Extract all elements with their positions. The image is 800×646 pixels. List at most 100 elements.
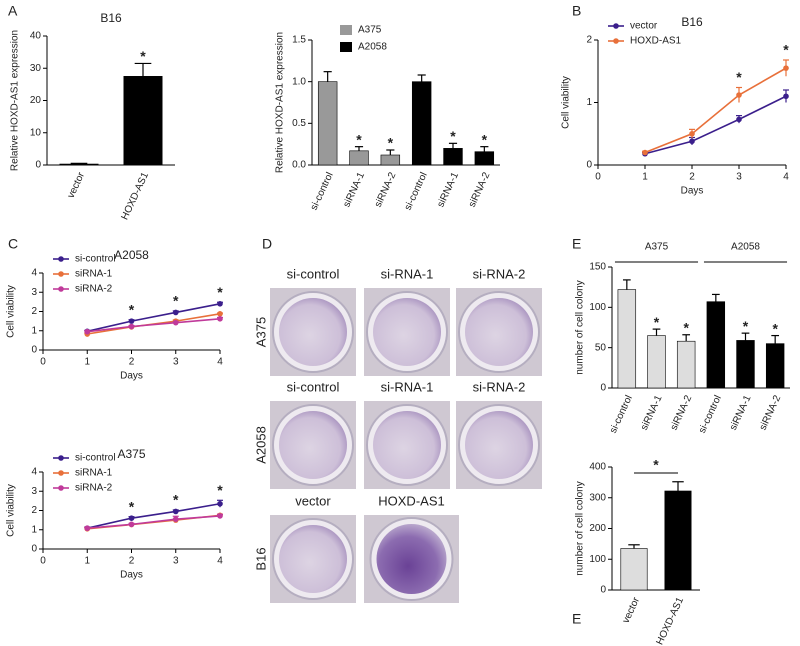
bar <box>59 163 99 166</box>
column-header: si-RNA-1 <box>381 379 434 394</box>
y-axis-label: Cell viability <box>6 285 17 338</box>
bar <box>736 340 755 389</box>
significance: * <box>772 320 778 336</box>
y-tick-label: 0 <box>600 585 606 596</box>
point <box>128 521 135 528</box>
column-header: HOXD-AS1 <box>378 493 444 508</box>
x-tick-label: 0 <box>40 556 46 567</box>
x-tick-label: 1 <box>84 556 90 567</box>
bar <box>123 76 163 166</box>
significance: * <box>217 482 223 498</box>
legend-label: HOXD-AS1 <box>630 36 682 47</box>
point <box>217 513 223 519</box>
point <box>172 516 179 522</box>
point <box>84 525 91 532</box>
point <box>128 515 135 521</box>
well <box>465 298 533 366</box>
row-label: A2058 <box>253 426 268 464</box>
legend-marker <box>58 470 64 476</box>
column-header: vector <box>295 493 331 508</box>
significance: * <box>388 135 394 151</box>
well <box>376 524 447 594</box>
bar <box>617 289 637 389</box>
row-label: A375 <box>253 317 268 347</box>
x-tick-label: si-control <box>309 171 336 212</box>
chart-title: A375 <box>117 447 145 461</box>
legend-swatch <box>340 42 352 52</box>
legend-label: A375 <box>358 25 382 36</box>
x-axis-label: Days <box>120 371 143 382</box>
significance: * <box>482 131 488 147</box>
panel-label: C <box>8 236 18 252</box>
legend-marker <box>613 38 619 44</box>
point <box>217 316 223 322</box>
y-tick-label: 150 <box>589 262 606 273</box>
x-axis-label: Days <box>681 186 704 197</box>
y-tick-label: 2 <box>31 306 37 317</box>
x-tick-label: HOXD-AS1 <box>655 595 687 646</box>
legend-marker <box>58 256 64 262</box>
bar <box>664 490 692 591</box>
x-tick-label: 0 <box>595 172 601 183</box>
x-tick-label: si-control <box>697 394 724 435</box>
significance: * <box>736 69 742 85</box>
legend-marker <box>613 23 619 29</box>
y-tick-label: 100 <box>589 554 606 565</box>
legend-label: siRNA-1 <box>75 269 113 280</box>
column-header: si-RNA-2 <box>473 379 526 394</box>
x-tick-label: si-control <box>608 394 635 435</box>
panel-label: E <box>572 236 581 252</box>
significance: * <box>173 293 179 309</box>
y-tick-label: 4 <box>31 268 37 279</box>
x-tick-label: 4 <box>217 357 223 368</box>
y-tick-label: 100 <box>589 302 606 313</box>
bar <box>474 151 495 166</box>
group-label: A375 <box>645 242 669 253</box>
significance: * <box>743 318 749 334</box>
significance: * <box>450 128 456 144</box>
x-tick-label: siRNA-2 <box>373 170 399 209</box>
well <box>279 525 347 593</box>
bar <box>443 148 463 166</box>
panel-label: D <box>262 236 272 252</box>
row-label: B16 <box>253 547 268 570</box>
chart-title: B16 <box>100 11 122 25</box>
series-line <box>87 515 221 530</box>
y-tick-label: 0.0 <box>292 160 306 171</box>
significance: * <box>217 284 223 300</box>
point <box>84 328 91 335</box>
x-tick-label: 2 <box>129 357 135 368</box>
legend-label: si-control <box>75 254 116 265</box>
x-tick-label: 0 <box>40 357 46 368</box>
y-tick-label: 1 <box>586 97 592 108</box>
x-tick-label: HOXD-AS1 <box>120 170 152 221</box>
legend-label: siRNA-2 <box>75 483 113 494</box>
legend-label: vector <box>630 21 658 32</box>
x-tick-label: siRNA-2 <box>758 393 784 432</box>
legend-label: si-control <box>75 453 116 464</box>
bar <box>706 301 726 389</box>
bar <box>765 343 785 389</box>
significance: * <box>654 314 660 330</box>
point <box>172 309 179 316</box>
series-line <box>87 318 221 333</box>
x-tick-label: 4 <box>783 172 789 183</box>
y-tick-label: 10 <box>30 127 42 138</box>
y-tick-label: 0 <box>600 383 606 394</box>
x-tick-label: 1 <box>642 172 648 183</box>
x-tick-label: 2 <box>689 172 695 183</box>
y-tick-label: 3 <box>31 287 37 298</box>
legend-marker <box>58 485 64 491</box>
y-tick-label: 50 <box>595 342 607 353</box>
point <box>217 301 223 307</box>
series-line <box>644 95 787 155</box>
y-tick-label: 200 <box>589 523 606 534</box>
point <box>736 116 742 123</box>
group-label: A2058 <box>731 242 760 253</box>
significance: * <box>173 492 179 508</box>
point <box>689 130 695 137</box>
x-tick-label: 4 <box>217 556 223 567</box>
point <box>172 319 179 326</box>
legend-marker <box>58 286 64 292</box>
